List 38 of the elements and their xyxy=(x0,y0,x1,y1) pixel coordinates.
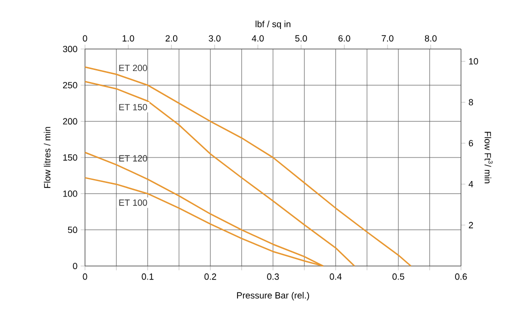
y-tick-label: 100 xyxy=(63,190,78,197)
line-series xyxy=(84,80,356,267)
y-axis-title: Flow litres / min xyxy=(44,126,50,188)
x-tick-label: 0.3 xyxy=(267,273,279,280)
line-series xyxy=(84,66,412,267)
y2-axis-title: Flow Ft$^{3}$/ min xyxy=(484,132,493,184)
x-tick-label: 0.1 xyxy=(142,273,154,280)
x2-tick-label: 1.0 xyxy=(122,35,134,42)
x2-tick-label: 0 xyxy=(82,35,88,42)
y2-tick-label: 4 xyxy=(468,181,474,188)
x-tick-label: 0.5 xyxy=(392,273,404,280)
x2-tick-label: 4.0 xyxy=(252,35,264,42)
x-tick-label: 0.2 xyxy=(204,273,216,280)
y-tick-label: 250 xyxy=(63,82,78,88)
x2-tick-label: 6.0 xyxy=(338,35,350,42)
series-label: ET 120 xyxy=(119,155,148,162)
x2-tick-label: 5.0 xyxy=(295,35,307,42)
series-label: ET 150 xyxy=(119,104,148,110)
y-tick-label: 0 xyxy=(72,262,78,270)
y2-tick-label: 8 xyxy=(468,99,474,106)
x-axis-title: Pressure Bar (rel.) xyxy=(237,292,310,300)
x-tick-label: 0 xyxy=(82,273,88,280)
y-tick-label: 50 xyxy=(68,226,78,234)
series-label: ET 100 xyxy=(119,199,148,206)
x2-tick-label: 8.0 xyxy=(424,35,437,42)
x-tick-label: 0.4 xyxy=(330,273,342,280)
x2-tick-label: 7.0 xyxy=(382,35,394,42)
series-label: ET 200 xyxy=(119,64,148,72)
y2-tick-label: 2 xyxy=(468,222,473,228)
x2-axis-title: lbf / sq in xyxy=(256,20,290,30)
x2-tick-label: 3.0 xyxy=(208,35,221,42)
x-tick-label: 0.6 xyxy=(455,273,467,280)
y2-tick-label: 10 xyxy=(469,58,478,64)
y-tick-label: 200 xyxy=(63,118,78,125)
x2-tick-label: 2.0 xyxy=(166,35,178,42)
y-tick-label: 300 xyxy=(62,46,78,52)
y2-tick-label: 6 xyxy=(468,140,474,146)
y-tick-label: 150 xyxy=(63,154,78,161)
